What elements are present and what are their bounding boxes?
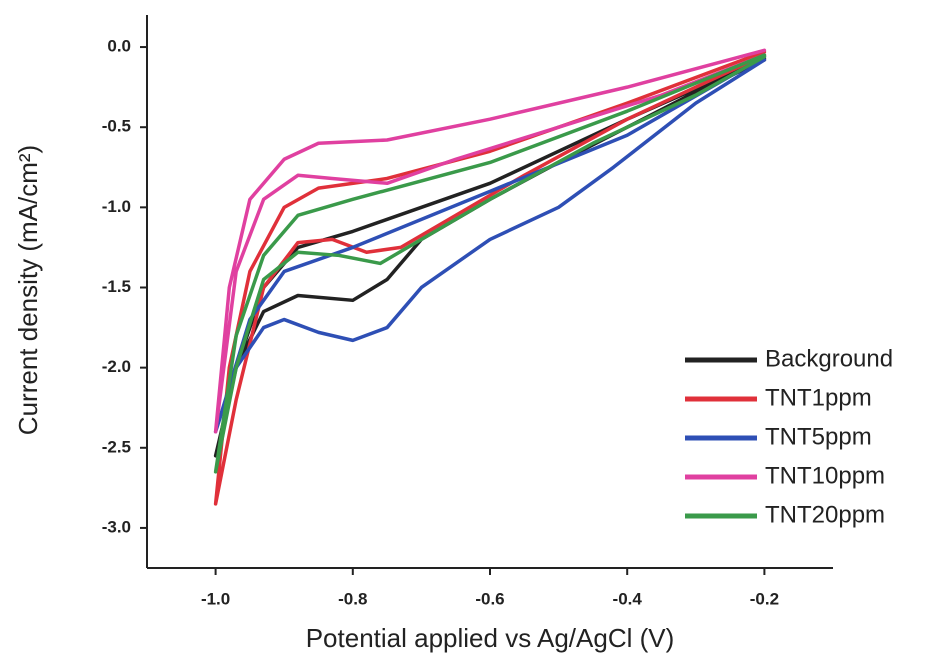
series-line (213, 54, 767, 434)
legend-label: TNT5ppm (765, 423, 872, 450)
x-axis-title: Potential applied vs Ag/AgCl (V) (306, 623, 675, 653)
y-tick-label: -2.0 (102, 357, 131, 376)
legend-label: TNT10ppm (765, 462, 885, 489)
x-tick-label: -1.0 (201, 589, 230, 608)
series-line (213, 50, 767, 506)
y-tick-label: -1.0 (102, 197, 131, 216)
x-tick-label: -0.2 (750, 589, 779, 608)
series-line (213, 48, 767, 434)
legend-label: TNT1ppm (765, 384, 872, 411)
x-tick-label: -0.8 (338, 589, 367, 608)
y-axis-title: Current density (mA/cm²) (13, 145, 43, 435)
x-tick-label: -0.4 (613, 589, 643, 608)
legend-label: Background (765, 345, 893, 372)
y-tick-label: -3.0 (102, 517, 131, 536)
y-tick-label: -1.5 (102, 277, 131, 296)
x-tick-label: -0.6 (475, 589, 504, 608)
series-line (213, 53, 767, 474)
y-tick-label: -0.5 (102, 117, 131, 136)
y-tick-label: 0.0 (107, 37, 131, 56)
legend-label: TNT20ppm (765, 501, 885, 528)
y-tick-label: -2.5 (102, 437, 131, 456)
